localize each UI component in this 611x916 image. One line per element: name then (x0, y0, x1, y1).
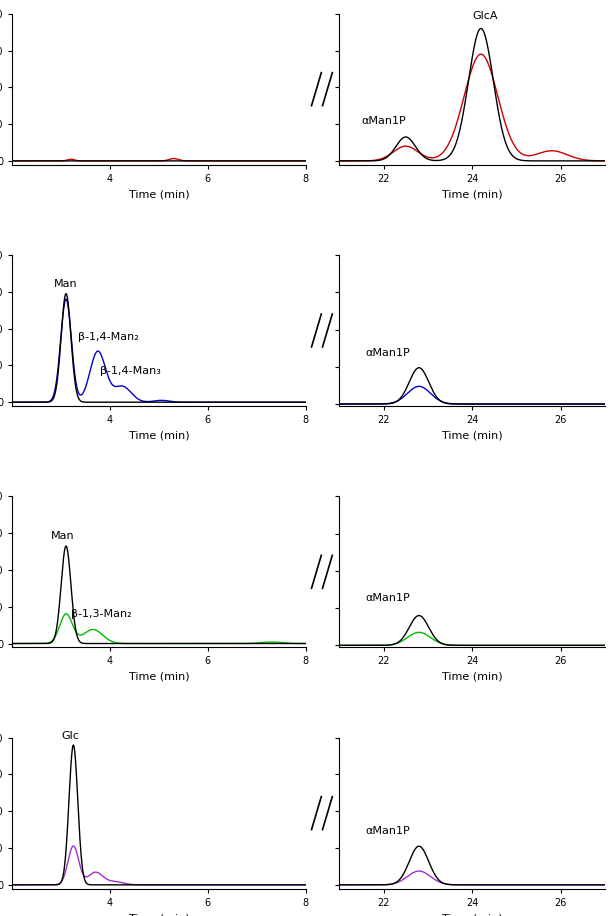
Text: β-1,4-Man₂: β-1,4-Man₂ (78, 332, 139, 342)
Text: GlcA: GlcA (472, 11, 497, 21)
Text: Man: Man (54, 278, 78, 289)
X-axis label: Time (min): Time (min) (442, 671, 502, 682)
Text: β-1,3-Man₂: β-1,3-Man₂ (71, 608, 131, 618)
X-axis label: Time (min): Time (min) (442, 189, 502, 199)
Text: αMan1P: αMan1P (366, 593, 411, 603)
Text: β-1,4-Man₃: β-1,4-Man₃ (100, 366, 161, 376)
Text: αMan1P: αMan1P (362, 116, 406, 125)
X-axis label: Time (min): Time (min) (129, 189, 189, 199)
X-axis label: Time (min): Time (min) (442, 913, 502, 916)
X-axis label: Time (min): Time (min) (129, 913, 189, 916)
Text: αMan1P: αMan1P (366, 826, 411, 836)
Text: Glc: Glc (61, 731, 79, 741)
Text: αMan1P: αMan1P (366, 348, 411, 358)
X-axis label: Time (min): Time (min) (129, 431, 189, 441)
X-axis label: Time (min): Time (min) (129, 671, 189, 682)
X-axis label: Time (min): Time (min) (442, 431, 502, 441)
Text: Man: Man (51, 530, 75, 540)
